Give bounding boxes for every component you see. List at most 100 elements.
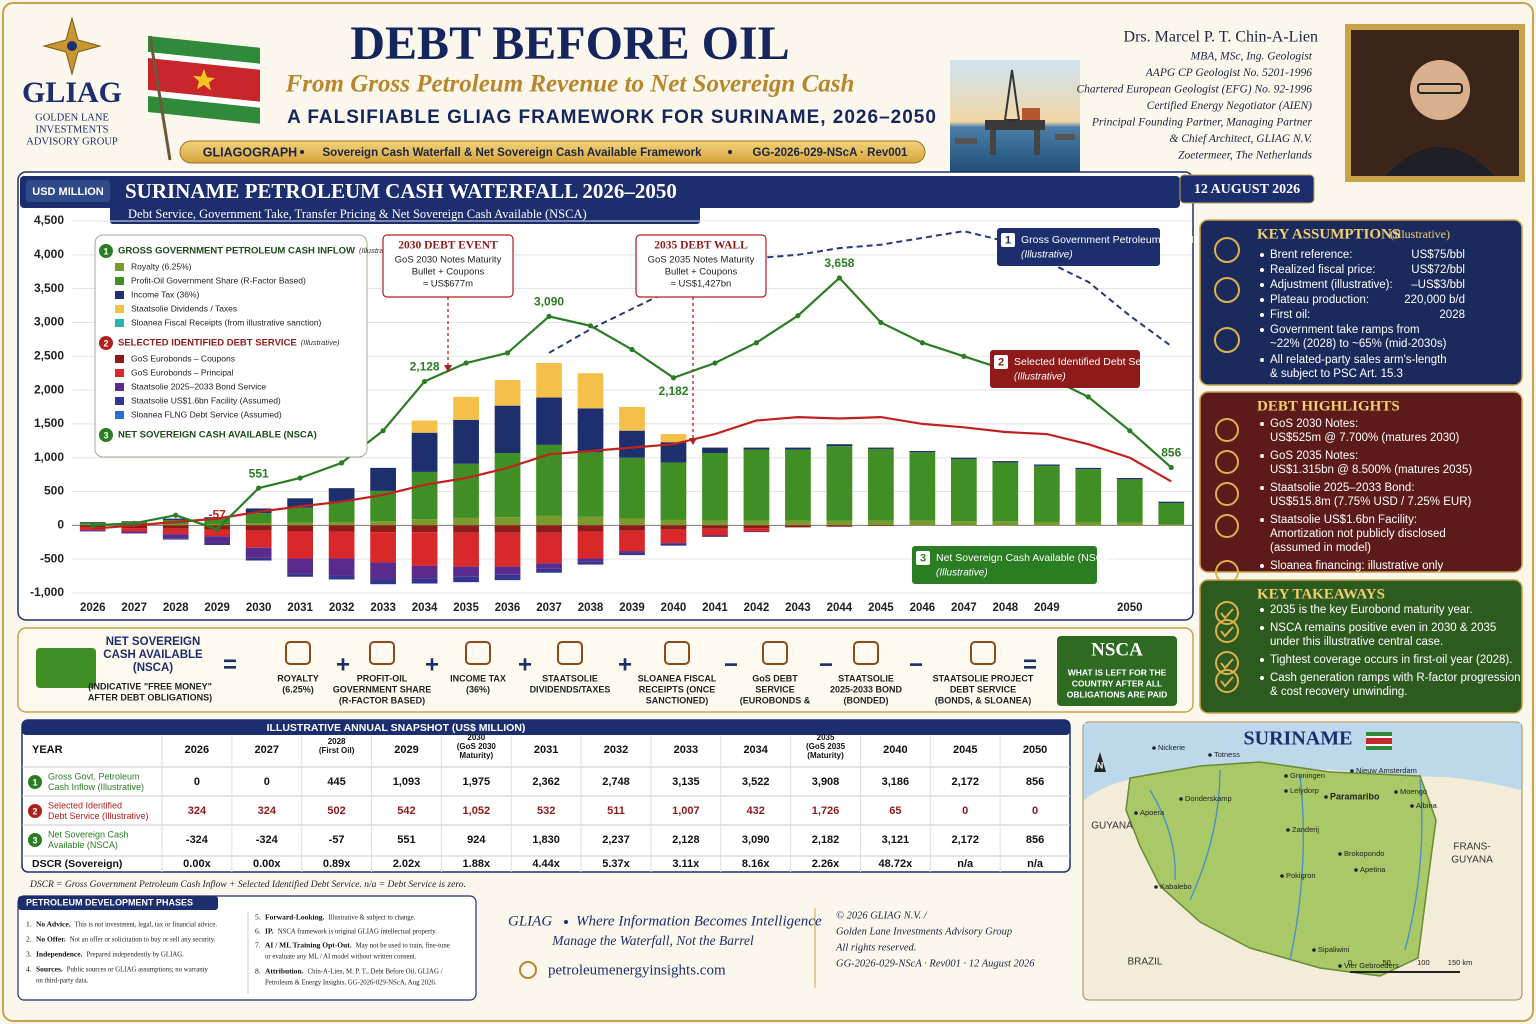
- check-mark: [1220, 658, 1234, 670]
- panel-icon: [1214, 237, 1240, 263]
- phase-text: Public sources or GLIAG assumptions; no …: [67, 967, 209, 974]
- sea: [1084, 723, 1521, 800]
- chart-title-bar: [20, 176, 1180, 208]
- line-marker: [504, 350, 511, 356]
- phase-text: NSCA framework is original GLIAG intelle…: [278, 929, 437, 936]
- panel-title: DEBT HIGHLIGHTS: [1257, 398, 1400, 414]
- line-series: [92, 415, 1172, 530]
- callout-note: (Illustrative): [1021, 250, 1073, 261]
- formula-term: (BONDED): [844, 695, 889, 705]
- term-icon: [970, 641, 996, 665]
- copyright-line: All rights reserved.: [835, 942, 916, 953]
- table-cell: 445: [327, 776, 345, 788]
- bar-segment: [494, 574, 521, 581]
- place-label: Vier Gebroeders: [1344, 961, 1399, 970]
- badge-number: 2: [32, 806, 37, 816]
- formula-term: (EUROBONDS &: [740, 695, 811, 705]
- place-dot: [1134, 811, 1138, 815]
- debt-bullet: Sloanea financing: illustrative only: [1270, 560, 1443, 572]
- phase-text: Prepared independently by GLIAG.: [86, 952, 184, 959]
- logo-line: GOLDEN LANE: [35, 112, 109, 123]
- term-icon: [465, 641, 491, 665]
- bar-segment: [702, 528, 728, 536]
- slogan-url: petroleumenergyinsights.com: [548, 962, 726, 978]
- flag-stripe: [1366, 738, 1392, 744]
- bar-segment: [868, 447, 894, 449]
- map-flag: [1366, 732, 1392, 750]
- legend-swatch: [115, 411, 124, 419]
- line-marker: [546, 313, 552, 319]
- debt-bullet: US$1.315bn @ 8.500% (matures 2035): [1270, 464, 1472, 476]
- legend-entry: Profit-Oil Government Share (R-Factor Ba…: [131, 275, 306, 285]
- table-cell: 324: [188, 805, 207, 817]
- table-header: 2026: [185, 744, 209, 756]
- takeaway-bullet: Cash generation ramps with R-factor prog…: [1270, 672, 1521, 684]
- author-credential: Chartered European Geologist (EFG) No. 9…: [1076, 84, 1312, 96]
- bar-segment: [785, 449, 811, 521]
- table-footnote: DSCR = Gross Government Petroleum Cash I…: [29, 879, 466, 890]
- phase-text: Not an offer or solicitation to buy or s…: [70, 937, 216, 944]
- place-label: Groningen: [1290, 771, 1325, 780]
- place-label: Donderskamp: [1185, 794, 1232, 803]
- table-cell: 2.26x: [812, 858, 840, 870]
- table-cell: 1.88x: [463, 858, 491, 870]
- author-portrait: [1345, 24, 1525, 182]
- table-cell: 2,362: [532, 776, 560, 788]
- phase-bold: IP.: [265, 927, 274, 936]
- bar-segment: [1075, 521, 1102, 526]
- author-credential: MBA, MSc, Ing. Geologist: [1190, 51, 1313, 63]
- x-tick-label: 2040: [661, 602, 687, 614]
- suriname-flag: [148, 36, 260, 124]
- legend-entry: GoS Eurobonds – Coupons: [131, 353, 235, 363]
- table-cell: 2,172: [951, 834, 979, 846]
- term-icon: [285, 641, 311, 665]
- bar-segment: [660, 543, 687, 546]
- place-label: Apoera: [1140, 808, 1165, 817]
- bar-segment: [494, 452, 521, 518]
- bar-segment: [1158, 524, 1185, 526]
- legend-swatch: [115, 397, 124, 405]
- place-dot: [1324, 795, 1328, 799]
- bar-segment: [1033, 521, 1060, 526]
- line-marker: [1085, 394, 1091, 400]
- copyright-line: © 2026 GLIAG N.V. /: [836, 910, 928, 921]
- bar-segment: [411, 525, 438, 533]
- bar-segment: [868, 525, 894, 527]
- phase-num: 7.: [255, 941, 261, 950]
- phase-bold: Sources.: [36, 965, 63, 974]
- table-cell: 0: [1032, 805, 1038, 817]
- table-cell: 2,748: [602, 776, 630, 788]
- tagline: A FALSIFIABLE GLIAG FRAMEWORK FOR SURINA…: [287, 107, 937, 128]
- bar-segment: [453, 517, 479, 526]
- bar-segment: [826, 520, 853, 526]
- bar-segment: [204, 542, 231, 545]
- neighbor-label: GUYANA: [1451, 855, 1493, 866]
- formula-term: (6.25%): [282, 684, 314, 694]
- bar-segment: [162, 525, 189, 529]
- y-tick-label: 4,000: [34, 247, 64, 261]
- bar-segment: [453, 419, 479, 464]
- line-marker: [587, 323, 594, 329]
- bar-segment: [245, 547, 272, 558]
- assumption-key: First oil:: [1270, 309, 1310, 321]
- table-header: 2050: [1023, 744, 1047, 756]
- table-header: 2040: [883, 744, 907, 756]
- data-label: 856: [1161, 446, 1181, 460]
- table-title: ILLUSTRATIVE ANNUAL SNAPSHOT (US$ MILLIO…: [267, 722, 526, 734]
- legend-swatch: [115, 263, 124, 271]
- formula-term: DIVIDENDS/TAXES: [530, 684, 611, 694]
- bar-segment: [411, 519, 438, 526]
- callout-number-box: [1001, 233, 1015, 247]
- bar-segment: [411, 420, 438, 433]
- table-cell: 2,237: [602, 834, 630, 846]
- data-label: -57: [209, 507, 227, 521]
- phase-bold: Independence.: [36, 950, 83, 959]
- table-cell: 2,128: [672, 834, 700, 846]
- check-mark: [1220, 626, 1234, 638]
- flag-stripe: [1366, 746, 1392, 750]
- table-cell: 0.00x: [253, 858, 281, 870]
- table-cell: 1,052: [463, 805, 491, 817]
- bar-segment: [536, 515, 562, 526]
- line-marker: [670, 375, 677, 381]
- table-cell: 551: [397, 834, 415, 846]
